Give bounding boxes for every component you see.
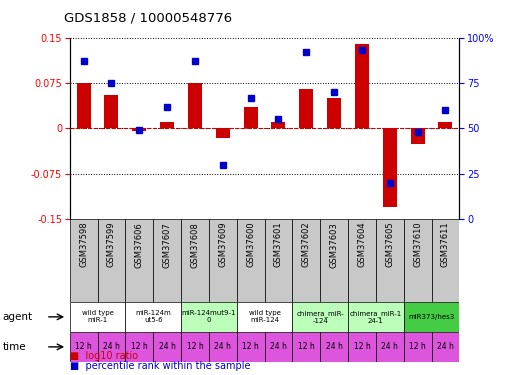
Bar	[70, 332, 98, 362]
Text: GSM37611: GSM37611	[441, 222, 450, 267]
Text: 24 h: 24 h	[159, 342, 175, 351]
Bar	[243, 107, 258, 129]
Bar	[355, 44, 369, 129]
Bar	[133, 129, 146, 132]
Text: 24 h: 24 h	[326, 342, 343, 351]
Bar	[293, 219, 320, 302]
Text: chimera_miR-1
24-1: chimera_miR-1 24-1	[350, 310, 402, 324]
Bar	[153, 219, 181, 302]
Bar	[348, 219, 376, 302]
Bar	[376, 332, 404, 362]
Text: 24 h: 24 h	[381, 342, 398, 351]
Bar	[383, 129, 397, 207]
Text: time: time	[3, 342, 26, 352]
Bar	[411, 129, 425, 144]
Bar	[77, 83, 91, 129]
Bar	[125, 332, 153, 362]
Text: wild type
miR-1: wild type miR-1	[82, 310, 114, 323]
Text: chimera_miR-
-124: chimera_miR- -124	[296, 310, 344, 324]
Bar	[181, 302, 237, 332]
Text: GSM37610: GSM37610	[413, 222, 422, 267]
Bar	[98, 332, 125, 362]
Text: GSM37602: GSM37602	[302, 222, 311, 267]
Text: GSM37607: GSM37607	[163, 222, 172, 268]
Bar	[348, 332, 376, 362]
Text: 12 h: 12 h	[75, 342, 92, 351]
Text: GSM37609: GSM37609	[218, 222, 227, 267]
Bar	[209, 332, 237, 362]
Bar	[70, 219, 98, 302]
Bar	[293, 302, 348, 332]
Text: GSM37601: GSM37601	[274, 222, 283, 267]
Text: GSM37603: GSM37603	[329, 222, 338, 268]
Text: miR373/hes3: miR373/hes3	[408, 314, 455, 320]
Bar	[404, 219, 431, 302]
Bar	[438, 122, 452, 129]
Text: GDS1858 / 10000548776: GDS1858 / 10000548776	[64, 11, 232, 24]
Bar	[265, 332, 293, 362]
Bar	[105, 95, 118, 129]
Text: 12 h: 12 h	[298, 342, 315, 351]
Text: GSM37608: GSM37608	[191, 222, 200, 268]
Bar	[327, 98, 341, 129]
Bar	[271, 122, 286, 129]
Text: 12 h: 12 h	[131, 342, 148, 351]
Bar	[237, 332, 265, 362]
Text: 24 h: 24 h	[270, 342, 287, 351]
Bar	[320, 332, 348, 362]
Text: 12 h: 12 h	[354, 342, 370, 351]
Text: miR-124m
ut5-6: miR-124m ut5-6	[135, 310, 171, 323]
Text: agent: agent	[3, 312, 33, 322]
Bar	[348, 302, 404, 332]
Bar	[237, 302, 293, 332]
Bar	[98, 219, 125, 302]
Text: GSM37605: GSM37605	[385, 222, 394, 267]
Text: ■  log10 ratio: ■ log10 ratio	[70, 351, 138, 361]
Bar	[125, 219, 153, 302]
Text: GSM37598: GSM37598	[79, 222, 88, 267]
Text: GSM37606: GSM37606	[135, 222, 144, 268]
Text: 12 h: 12 h	[409, 342, 426, 351]
Bar	[431, 219, 459, 302]
Text: GSM37599: GSM37599	[107, 222, 116, 267]
Text: 12 h: 12 h	[186, 342, 203, 351]
Text: GSM37600: GSM37600	[246, 222, 255, 267]
Bar	[181, 332, 209, 362]
Bar	[160, 122, 174, 129]
Bar	[70, 302, 125, 332]
Bar	[216, 129, 230, 138]
Text: 12 h: 12 h	[242, 342, 259, 351]
Text: miR-124mut9-1
0: miR-124mut9-1 0	[182, 310, 236, 323]
Bar	[431, 332, 459, 362]
Text: ■  percentile rank within the sample: ■ percentile rank within the sample	[70, 361, 250, 370]
Bar	[188, 83, 202, 129]
Bar	[376, 219, 404, 302]
Bar	[209, 219, 237, 302]
Text: 24 h: 24 h	[437, 342, 454, 351]
Text: 24 h: 24 h	[103, 342, 120, 351]
Bar	[299, 89, 313, 129]
Bar	[320, 219, 348, 302]
Bar	[293, 332, 320, 362]
Bar	[125, 302, 181, 332]
Bar	[237, 219, 265, 302]
Bar	[265, 219, 293, 302]
Text: wild type
miR-124: wild type miR-124	[249, 310, 280, 323]
Bar	[404, 302, 459, 332]
Bar	[153, 332, 181, 362]
Text: 24 h: 24 h	[214, 342, 231, 351]
Bar	[404, 332, 431, 362]
Text: GSM37604: GSM37604	[357, 222, 366, 267]
Bar	[181, 219, 209, 302]
